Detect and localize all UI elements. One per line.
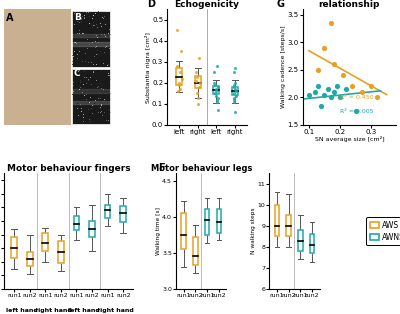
Bar xyxy=(193,237,198,265)
FancyBboxPatch shape xyxy=(72,11,110,67)
Bar xyxy=(74,215,79,230)
Text: A: A xyxy=(6,13,14,23)
Bar xyxy=(176,68,182,85)
Bar xyxy=(216,209,221,233)
Bar xyxy=(89,221,95,237)
Legend: AWS, AWNS: AWS, AWNS xyxy=(366,217,400,246)
Point xyxy=(330,62,337,67)
Point xyxy=(352,109,359,114)
Text: C: C xyxy=(74,69,80,78)
Point xyxy=(368,84,374,89)
Title: Motor behaviour fingers: Motor behaviour fingers xyxy=(7,164,130,173)
Point xyxy=(358,89,365,95)
Point xyxy=(324,87,331,92)
X-axis label: SN average size [cm²]: SN average size [cm²] xyxy=(314,137,384,143)
Point xyxy=(328,95,334,100)
Point xyxy=(349,84,356,89)
Bar xyxy=(120,206,126,222)
Bar xyxy=(72,101,110,104)
Bar xyxy=(58,241,64,263)
Bar xyxy=(72,34,110,37)
Point xyxy=(374,95,380,100)
Bar xyxy=(213,86,219,95)
Point xyxy=(312,89,318,95)
Text: R² = 0.450: R² = 0.450 xyxy=(340,95,374,100)
Bar xyxy=(72,89,110,93)
Bar xyxy=(72,42,110,46)
Bar xyxy=(182,213,186,249)
Point xyxy=(315,84,322,89)
Point xyxy=(321,92,328,97)
Text: B: B xyxy=(74,13,81,22)
Bar xyxy=(310,234,314,253)
Bar xyxy=(232,87,238,95)
Text: R² = 0.005: R² = 0.005 xyxy=(340,109,374,114)
Bar xyxy=(11,237,17,257)
Y-axis label: Walking time [s]: Walking time [s] xyxy=(156,207,161,255)
FancyBboxPatch shape xyxy=(4,9,70,125)
Bar xyxy=(195,76,201,88)
Bar xyxy=(42,233,48,251)
Bar xyxy=(298,230,303,251)
Point xyxy=(343,87,350,92)
Point xyxy=(315,68,322,73)
Point xyxy=(330,89,337,95)
Text: D: D xyxy=(147,0,155,9)
Title: Motor behaviour legs: Motor behaviour legs xyxy=(151,164,252,173)
Text: F: F xyxy=(158,163,165,173)
Text: left hand: left hand xyxy=(6,308,38,313)
Point xyxy=(306,92,312,97)
FancyBboxPatch shape xyxy=(72,69,110,124)
Title: Brain-behaviour
relationship: Brain-behaviour relationship xyxy=(308,0,390,9)
Y-axis label: Substantia nigra [cm²]: Substantia nigra [cm²] xyxy=(144,32,150,103)
Text: right hand: right hand xyxy=(35,308,72,313)
Bar xyxy=(27,252,32,266)
Y-axis label: Walking cadence [steps/s]: Walking cadence [steps/s] xyxy=(281,26,286,108)
Point xyxy=(318,103,324,108)
Title: Echogenicity: Echogenicity xyxy=(174,0,240,9)
Bar xyxy=(205,209,210,235)
Point xyxy=(328,21,334,26)
Text: left hand: left hand xyxy=(68,308,100,313)
Bar xyxy=(274,205,279,236)
Point xyxy=(337,95,343,100)
Text: G: G xyxy=(276,0,284,9)
Bar xyxy=(105,205,110,218)
Point xyxy=(340,73,346,78)
Point xyxy=(321,46,328,51)
Point xyxy=(334,84,340,89)
Text: right hand: right hand xyxy=(97,308,134,313)
Bar xyxy=(286,215,291,236)
Y-axis label: N walking steps: N walking steps xyxy=(251,208,256,254)
